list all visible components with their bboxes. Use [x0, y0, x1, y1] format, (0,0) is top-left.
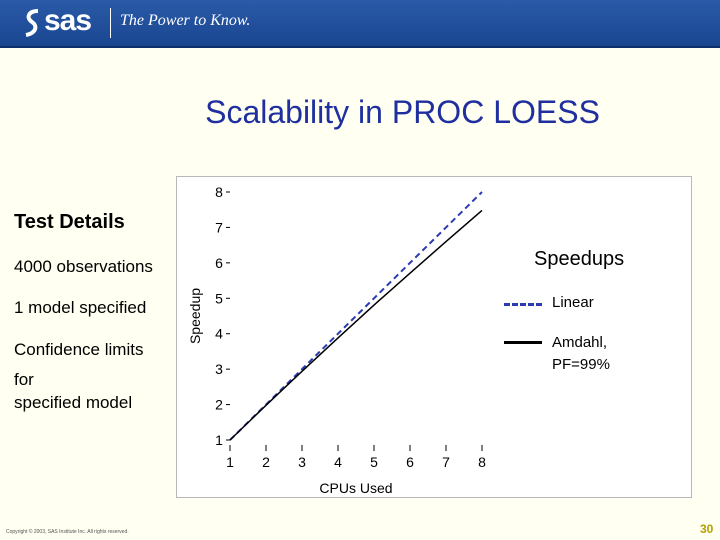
detail-model: 1 model specified — [14, 298, 147, 317]
y-tick-label: 7 — [215, 219, 223, 235]
detail-for: for — [14, 370, 34, 389]
copyright: Copyright © 2003, SAS Institute Inc. All… — [6, 529, 129, 535]
x-tick-label: 2 — [262, 454, 270, 470]
y-tick-label: 8 — [215, 184, 223, 200]
legend-linear-label: Linear — [552, 294, 594, 311]
y-tick-label: 6 — [215, 255, 223, 271]
detail-specified-model: specified model — [14, 393, 133, 412]
series-amdahl-line — [229, 209, 483, 441]
legend-amdahl-label: Amdahl, PF=99% — [552, 334, 610, 373]
y-tick-label: 4 — [215, 326, 223, 342]
y-tick-label: 1 — [215, 432, 223, 448]
legend-title: Speedups — [534, 248, 625, 270]
x-tick-label: 3 — [298, 454, 306, 470]
detail-observations: 4000 observations — [14, 257, 153, 276]
x-tick-label: 1 — [226, 454, 234, 470]
slide-title: Scalability in PROC LOESS — [205, 94, 600, 130]
header-divider — [110, 8, 111, 38]
legend-linear-swatch — [504, 303, 542, 306]
detail-confidence: Confidence limits — [14, 340, 144, 359]
sas-logo: sas — [44, 4, 92, 37]
tagline: The Power to Know. — [120, 12, 251, 29]
y-tick-label: 5 — [215, 290, 223, 306]
x-tick-label: 5 — [370, 454, 378, 470]
legend-amdahl-swatch — [504, 341, 542, 344]
x-tick-label: 8 — [478, 454, 486, 470]
sas-swoosh-icon — [25, 9, 39, 37]
series-linear-line — [229, 191, 483, 441]
details-heading: Test Details — [14, 211, 125, 233]
y-axis-label: Speedup — [187, 288, 203, 344]
x-axis-label: CPUs Used — [319, 480, 392, 496]
y-tick-label: 3 — [215, 361, 223, 377]
header-bar: sas The Power to Know. — [0, 0, 720, 48]
x-tick-label: 6 — [406, 454, 414, 470]
x-tick-label: 7 — [442, 454, 450, 470]
chart-panel — [176, 176, 692, 498]
y-tick-label: 2 — [215, 397, 223, 413]
page-number: 30 — [700, 522, 714, 536]
x-tick-label: 4 — [334, 454, 342, 470]
